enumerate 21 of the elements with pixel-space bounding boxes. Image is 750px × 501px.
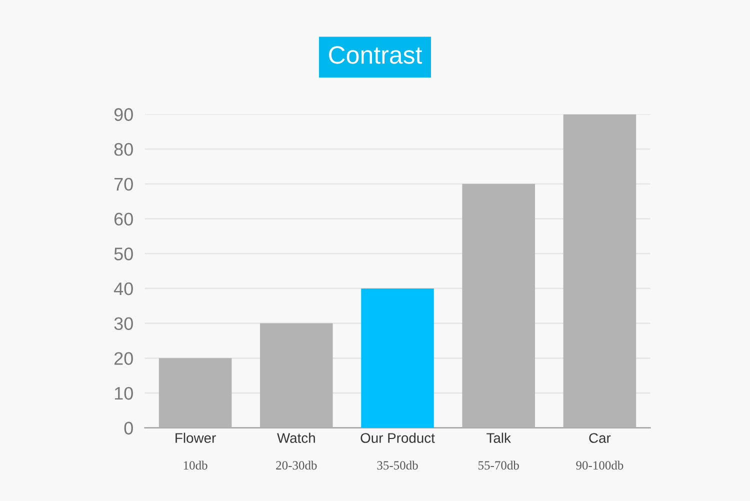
bar <box>462 184 535 428</box>
y-tick-label: 60 <box>114 212 133 226</box>
y-tick-label: 50 <box>114 248 133 260</box>
y-tick-label: 40 <box>114 282 133 296</box>
y-tick-label: 80 <box>114 143 133 156</box>
y-tick-label: 30 <box>114 317 133 330</box>
y-tick-label: 70 <box>114 178 133 191</box>
category-label: Car 90-100db <box>576 433 624 470</box>
bar <box>361 288 434 428</box>
category-label: Our Product 35-50db <box>360 432 435 470</box>
bar <box>260 323 333 428</box>
bar <box>158 358 232 428</box>
chart-title: Contrast <box>329 46 422 64</box>
y-tick-label: 0 <box>124 422 133 435</box>
y-tick-label: 10 <box>114 386 133 400</box>
y-tick-label: 20 <box>114 352 133 365</box>
bar <box>563 114 636 428</box>
category-label: Talk 55-70db <box>478 432 519 470</box>
y-tick-label: 90 <box>114 108 133 121</box>
category-label: Flower 10db <box>176 432 216 470</box>
category-label: Watch 20-30db <box>276 432 317 470</box>
